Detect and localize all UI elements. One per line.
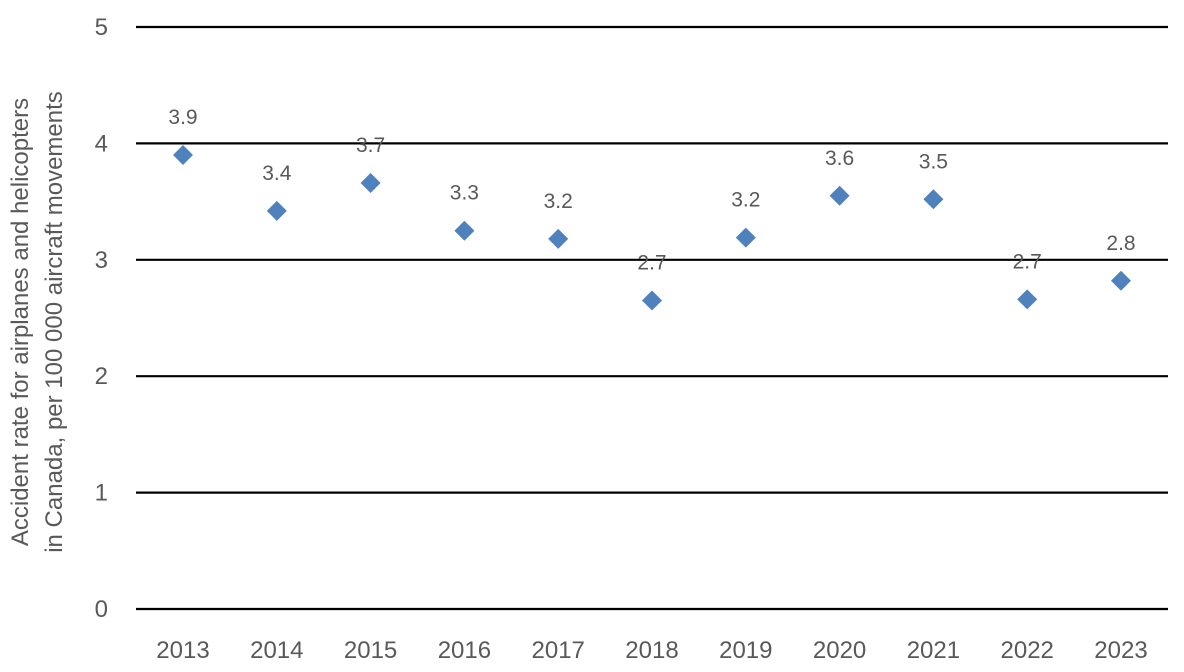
data-label-2023: 2.8 <box>1106 232 1135 255</box>
x-tick-label: 2013 <box>156 637 209 664</box>
data-label-2019: 3.2 <box>731 189 760 212</box>
x-tick-label: 2019 <box>719 637 772 664</box>
data-point-2013 <box>173 145 193 166</box>
data-point-2020 <box>829 185 850 206</box>
data-point-2021 <box>923 189 944 210</box>
y-tick-label: 3 <box>95 247 108 274</box>
data-point-2022 <box>1017 289 1038 310</box>
x-tick-label: 2020 <box>813 637 866 664</box>
data-point-2018 <box>642 290 662 311</box>
x-tick-label: 2015 <box>344 637 397 664</box>
x-tick-label: 2017 <box>532 637 585 664</box>
data-label-2015: 3.7 <box>356 134 385 157</box>
x-tick-label: 2018 <box>625 637 678 664</box>
data-points <box>173 145 1131 311</box>
data-label-2013: 3.9 <box>168 106 197 129</box>
data-point-2017 <box>548 228 569 249</box>
y-axis-ticks: 0 1 2 3 4 5 <box>95 14 108 623</box>
data-point-2019 <box>735 227 756 248</box>
y-tick-label: 2 <box>95 363 108 390</box>
gridlines <box>136 25 1168 611</box>
data-label-2017: 3.2 <box>544 190 573 213</box>
data-label-2014: 3.4 <box>262 162 292 185</box>
data-label-2016: 3.3 <box>450 182 479 205</box>
y-axis-label-line-2: in Canada, per 100 000 aircraft movement… <box>41 91 68 553</box>
x-tick-label: 2014 <box>250 637 303 664</box>
x-tick-label: 2023 <box>1094 637 1147 664</box>
data-label-2022: 2.7 <box>1013 250 1042 273</box>
y-tick-label: 5 <box>95 14 108 41</box>
x-axis-ticks: 2013 2014 2015 2016 2017 2018 2019 2020 2021 2022… <box>156 637 1147 664</box>
data-labels: 3.9 3.4 3.7 3.3 3.2 2.7 3.2 3.6 3.5 2.7 2.8 <box>168 106 1135 275</box>
x-tick-label: 2021 <box>907 637 960 664</box>
data-point-2016 <box>454 220 475 241</box>
data-label-2020: 3.6 <box>825 147 854 170</box>
y-tick-label: 0 <box>95 596 108 623</box>
data-label-2018: 2.7 <box>637 252 666 275</box>
y-tick-label: 1 <box>95 480 108 507</box>
y-axis-label-line-1: Accident rate for airplanes and helicopt… <box>7 98 34 546</box>
data-point-2015 <box>360 172 381 193</box>
y-tick-label: 4 <box>95 130 108 157</box>
data-label-2021: 3.5 <box>919 150 948 173</box>
data-point-2014 <box>266 200 287 221</box>
x-tick-label: 2022 <box>1001 637 1054 664</box>
data-point-2023 <box>1111 270 1131 291</box>
x-tick-label: 2016 <box>438 637 491 664</box>
